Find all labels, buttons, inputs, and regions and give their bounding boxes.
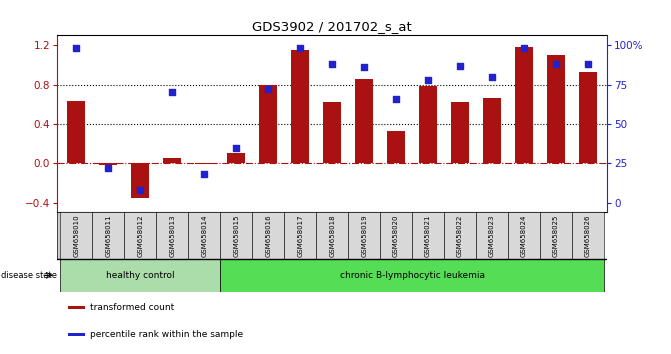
Bar [356, 79, 373, 163]
Text: GSM658018: GSM658018 [329, 214, 335, 257]
Point [486, 74, 497, 80]
Text: GSM658016: GSM658016 [265, 214, 271, 257]
Bar [220, 212, 252, 258]
Point [582, 61, 593, 67]
Bar [483, 98, 501, 163]
Text: GSM658023: GSM658023 [489, 214, 495, 257]
Bar [156, 212, 188, 258]
Bar [227, 153, 245, 163]
Bar [99, 163, 117, 165]
Point [135, 187, 146, 193]
Point [295, 46, 305, 51]
Point [359, 64, 370, 70]
Text: GSM658012: GSM658012 [137, 214, 143, 257]
Bar [579, 72, 597, 163]
Point [551, 61, 562, 67]
Bar [220, 258, 604, 292]
Text: GSM658026: GSM658026 [585, 214, 591, 257]
Bar [68, 306, 85, 309]
Bar [323, 102, 341, 163]
Text: GSM658015: GSM658015 [234, 214, 239, 257]
Point [327, 61, 338, 67]
Bar [188, 212, 220, 258]
Point [519, 46, 529, 51]
Bar [164, 158, 181, 163]
Text: GSM658019: GSM658019 [361, 214, 367, 257]
Bar [412, 212, 444, 258]
Text: GSM658010: GSM658010 [73, 214, 79, 257]
Bar [124, 212, 156, 258]
Text: GSM658011: GSM658011 [105, 214, 111, 257]
Text: GSM658014: GSM658014 [201, 214, 207, 257]
Text: percentile rank within the sample: percentile rank within the sample [90, 330, 243, 339]
Bar [508, 212, 540, 258]
Bar [316, 212, 348, 258]
Bar [348, 212, 380, 258]
Text: GSM658017: GSM658017 [297, 214, 303, 257]
Text: GSM658025: GSM658025 [553, 214, 559, 257]
Bar [57, 212, 601, 258]
Point [71, 46, 82, 51]
Bar [540, 212, 572, 258]
Bar [60, 212, 92, 258]
Text: disease state: disease state [1, 271, 56, 280]
Point [423, 77, 433, 83]
Point [263, 86, 274, 92]
Bar [444, 212, 476, 258]
Point [199, 171, 209, 177]
Bar [92, 212, 124, 258]
Text: GSM658022: GSM658022 [457, 214, 463, 257]
Point [103, 165, 113, 171]
Text: chronic B-lymphocytic leukemia: chronic B-lymphocytic leukemia [340, 271, 484, 280]
Bar [476, 212, 508, 258]
Title: GDS3902 / 201702_s_at: GDS3902 / 201702_s_at [252, 20, 412, 33]
Bar [419, 86, 437, 163]
Bar [67, 101, 85, 163]
Bar [260, 85, 277, 163]
Point [167, 90, 178, 95]
Bar [132, 163, 149, 198]
Bar [548, 55, 565, 163]
Point [455, 63, 466, 69]
Text: GSM658021: GSM658021 [425, 214, 431, 257]
Text: healthy control: healthy control [106, 271, 174, 280]
Text: GSM658024: GSM658024 [521, 214, 527, 257]
Bar [195, 163, 213, 164]
Bar [252, 212, 284, 258]
Text: GSM658020: GSM658020 [393, 214, 399, 257]
Bar [515, 47, 533, 163]
Bar [572, 212, 604, 258]
Bar [284, 212, 316, 258]
Bar [452, 102, 469, 163]
Point [391, 96, 401, 102]
Bar [68, 333, 85, 337]
Bar [387, 131, 405, 163]
Bar [60, 258, 220, 292]
Text: transformed count: transformed count [90, 303, 174, 312]
Point [231, 145, 242, 150]
Bar [380, 212, 412, 258]
Bar [291, 50, 309, 163]
Text: GSM658013: GSM658013 [169, 214, 175, 257]
